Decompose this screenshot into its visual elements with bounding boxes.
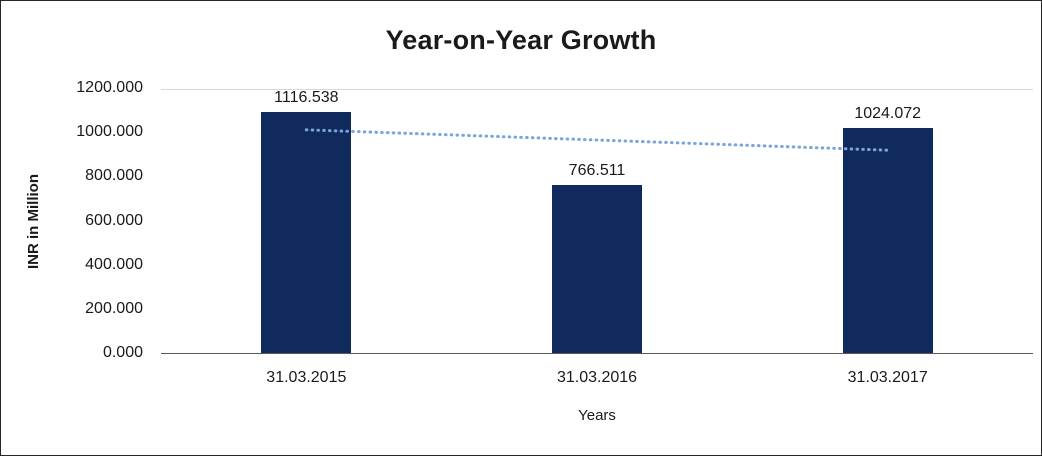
bar [842, 127, 933, 354]
x-axis-line [161, 353, 1033, 354]
y-tick-label: 0.000 [102, 344, 143, 361]
y-tick-label: 600.000 [85, 211, 143, 229]
y-tick-label: 800.000 [85, 167, 143, 185]
y-tick-label: 1200.000 [76, 79, 143, 96]
x-tick-label: 31.03.2016 [556, 369, 638, 386]
y-axis-ticks: 0.000 200.000 400.000 600.000 800.000 1000.00… [1, 79, 151, 361]
chart-title: Year-on-Year Growth [385, 25, 657, 55]
bar-value-label: 766.511 [568, 161, 626, 179]
bar-value-label: 1116.538 [274, 89, 339, 106]
y-tick-label: 400.000 [85, 255, 143, 273]
y-tick-label: 200.000 [85, 299, 143, 317]
bar-group: 1024.072 [742, 89, 1033, 354]
bar-group: 766.511 [452, 89, 743, 354]
y-tick-label: 1000.000 [76, 123, 143, 141]
bar-value-label: 1024.072 [854, 104, 922, 122]
x-axis-title: Years [578, 407, 616, 424]
gridline-max [161, 89, 1033, 90]
bar-group: 1116.538 [161, 89, 452, 354]
x-axis-ticks: 31.03.2015 31.03.2016 31.03.2017 [161, 369, 1033, 387]
bar [552, 184, 642, 354]
plot-area: 1116.538 766.511 1024.072 [161, 89, 1033, 354]
bars-row: 1116.538 766.511 1024.072 [161, 89, 1033, 354]
bar [261, 112, 352, 354]
x-tick-label: 31.03.2015 [266, 369, 347, 386]
x-tick-label: 31.03.2017 [847, 369, 928, 386]
